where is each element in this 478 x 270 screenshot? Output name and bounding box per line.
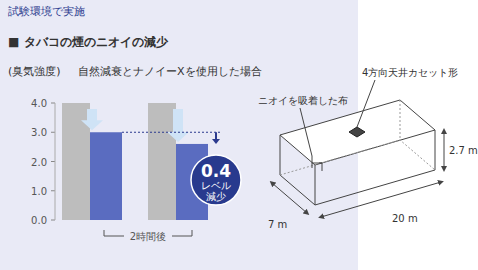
bar [90,132,122,220]
annotation-badge [191,155,241,205]
decrease-arrow [167,109,189,142]
y-label: (臭気強度) [8,65,61,78]
room-top [280,100,435,165]
y-tick [51,103,55,104]
width-label: 7 m [268,219,287,230]
bar [148,103,176,220]
width-dimension [272,183,307,213]
y-tick [51,161,55,162]
diff-arrow [215,132,217,140]
annotation: レベル [201,180,231,191]
y-tick-label: 3.0 [31,127,47,138]
room-hidden-edge [400,100,401,140]
height-label: 2.7 m [449,145,478,156]
subtitle: 自然減衰とナノイーXを使用した場合 [78,65,262,78]
height-dimension [444,131,445,169]
bars [62,103,208,220]
y-axis [55,103,56,220]
canvas: 試験環境で実施 ■ タバコの煙のニオイの減少 (臭気強度) 自然減衰とナノイーXを使用… [0,0,478,270]
room-edges [280,130,435,205]
y-tick [51,220,55,221]
room-diagram [280,100,435,205]
annotation: 減少 [206,191,226,202]
header: 試験環境で実施 [8,5,85,18]
room-edge [315,165,316,205]
reference-line [122,132,222,133]
annotation: 0.4 [201,161,231,181]
x-label: 2時間後 [130,231,166,242]
y-tick [51,190,55,191]
y-tick-label: 0.0 [31,215,47,226]
decrease-arrow [81,109,103,130]
title: ■ タバコの煙のニオイの減少 [8,35,169,49]
cassette-unit [349,127,365,137]
y-tick-label: 2.0 [31,157,47,168]
y-tick-label: 1.0 [31,186,47,197]
cloth-chair [312,156,322,171]
cloth-label: ニオイを吸着した布 [258,95,348,106]
length-label: 20 m [392,213,418,224]
y-tick [51,132,55,133]
leader-line [357,80,375,127]
unit-label: 4方向天井カセット形 [362,67,458,78]
leader-line [300,108,312,156]
room-hidden-edges [280,140,435,175]
y-tick-label: 4.0 [31,98,47,109]
diff-arrow-head [212,139,220,144]
length-dimension [321,182,441,217]
